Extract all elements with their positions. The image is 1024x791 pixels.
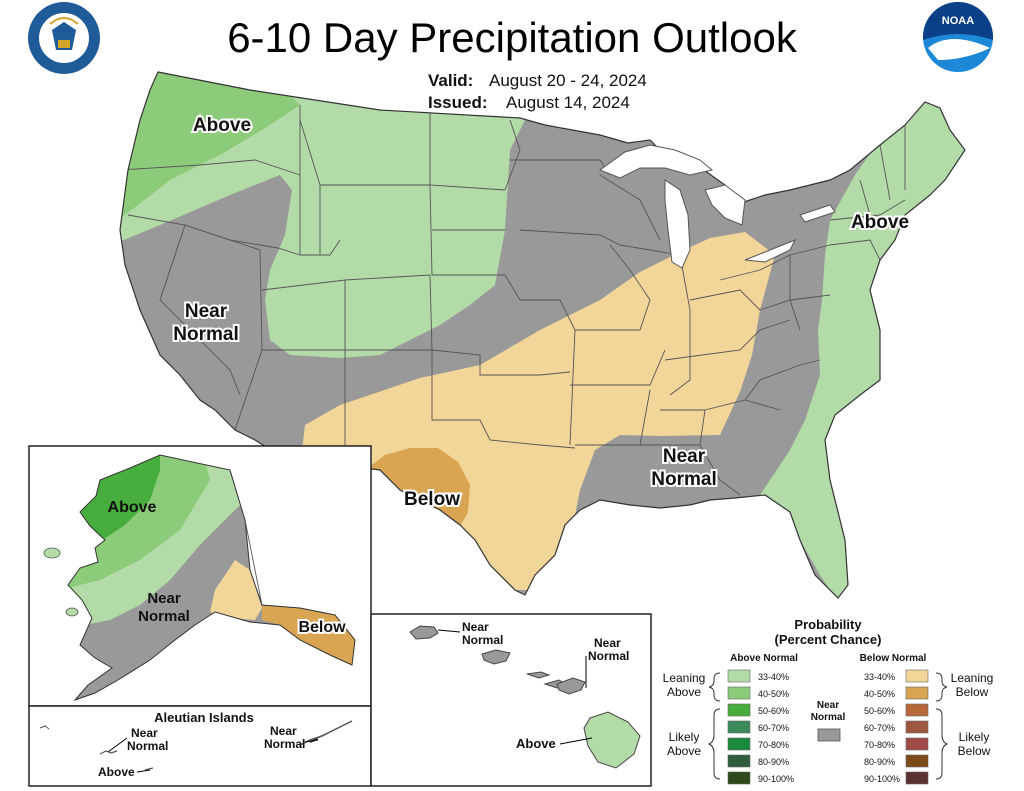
aleutian-label-near-normal-a-line1: Near xyxy=(131,726,158,740)
hawaii-label-near-normal-a-line2: Normal xyxy=(462,633,503,647)
valid-label: Valid: xyxy=(428,71,473,90)
alaska-label-near-normal-line1: Near xyxy=(147,590,181,607)
aleutian-label-near-normal-b-line2: Normal xyxy=(264,737,305,751)
state-boundaries xyxy=(120,100,906,496)
aleutian-title: Aleutian Islands xyxy=(154,710,254,725)
legend-swatch-above-70-80 xyxy=(727,737,751,751)
valid-dates: August 20 - 24, 2024 xyxy=(489,71,647,90)
conus-label-above-northwest: Above xyxy=(193,115,251,136)
department-of-commerce-seal-icon xyxy=(28,2,100,74)
legend-above-range-label: 33-40% xyxy=(758,672,789,682)
legend-swatch-near-normal xyxy=(817,728,841,742)
legend-below-range-label: 80-90% xyxy=(864,757,895,767)
legend-below-header: Below Normal xyxy=(860,653,927,664)
legend-swatch-above-90-100 xyxy=(727,771,751,785)
legend-above-range-label: 70-80% xyxy=(758,740,789,750)
legend-below-range-label: 60-70% xyxy=(864,723,895,733)
legend-likely-below-line2: Below xyxy=(958,744,991,758)
legend-below-range-label: 40-50% xyxy=(864,689,895,699)
lake-michigan xyxy=(664,179,691,269)
legend-leaning-below-line2: Below xyxy=(956,685,989,699)
hawaii-islands xyxy=(409,625,641,769)
legend-below-range-label: 50-60% xyxy=(864,706,895,716)
legend-likely-above-line1: Likely xyxy=(669,730,700,744)
legend-likely-below-line1: Likely xyxy=(959,730,990,744)
aleutian-inset-frame xyxy=(28,705,372,787)
legend-above-range-label: 90-100% xyxy=(758,774,794,784)
legend-leaning-below-line1: Leaning xyxy=(951,671,994,685)
noaa-logo-text: NOAA xyxy=(942,15,974,27)
legend-swatch-below-70-80 xyxy=(905,737,929,751)
legend: Probability (Percent Chance) Above Norma… xyxy=(663,617,994,785)
conus-label-near-normal-southeast-line1: Near xyxy=(663,446,706,467)
lake-superior xyxy=(598,144,714,179)
legend-leaning-above-line1: Leaning xyxy=(663,671,706,685)
conus-label-below: Below xyxy=(404,489,460,510)
legend-near-normal-line1: Near xyxy=(817,700,839,711)
legend-above-header: Above Normal xyxy=(730,653,798,664)
legend-title-line1: Probability xyxy=(794,617,862,632)
conus-label-near-normal-west-line2: Normal xyxy=(173,324,238,345)
lake-erie xyxy=(744,239,797,263)
lake-ontario xyxy=(799,204,836,223)
aleutian-islands xyxy=(39,720,353,771)
hawaii-label-above: Above xyxy=(516,736,556,751)
legend-likely-above-line2: Above xyxy=(667,744,701,758)
legend-above-range-label: 50-60% xyxy=(758,706,789,716)
hawaii-label-near-normal-a-line1: Near xyxy=(462,620,489,634)
legend-swatch-above-80-90 xyxy=(727,754,751,768)
aleutian-label-near-normal-a-line2: Normal xyxy=(127,739,168,753)
legend-above-range-label: 60-70% xyxy=(758,723,789,733)
legend-below-range-label: 90-100% xyxy=(864,774,900,784)
page-title: 6-10 Day Precipitation Outlook xyxy=(227,14,798,61)
alaska-label-near-normal-line2: Normal xyxy=(138,608,190,625)
issued-date: August 14, 2024 xyxy=(506,93,630,112)
legend-swatch-below-50-60 xyxy=(905,703,929,717)
legend-near-normal-line2: Normal xyxy=(811,712,846,723)
legend-above-range-label: 80-90% xyxy=(758,757,789,767)
legend-swatch-below-60-70 xyxy=(905,720,929,734)
legend-swatch-above-40-50 xyxy=(727,686,751,700)
legend-below-range-label: 33-40% xyxy=(864,672,895,682)
legend-swatch-above-50-60 xyxy=(727,703,751,717)
lake-huron xyxy=(704,184,746,226)
hawaii-label-near-normal-b-line2: Normal xyxy=(588,649,629,663)
aleutian-label-above: Above xyxy=(98,765,135,779)
legend-below-range-label: 70-80% xyxy=(864,740,895,750)
legend-swatch-below-33-40 xyxy=(905,669,929,683)
legend-swatch-above-33-40 xyxy=(727,669,751,683)
legend-swatch-below-40-50 xyxy=(905,686,929,700)
alaska-label-below: Below xyxy=(298,619,346,636)
hawaii-inset-frame xyxy=(371,613,652,787)
legend-swatch-below-90-100 xyxy=(905,771,929,785)
conus-label-above-northeast: Above xyxy=(851,212,909,233)
alaska-label-above: Above xyxy=(108,499,157,516)
legend-leaning-above-line2: Above xyxy=(667,685,701,699)
alaska-outline xyxy=(67,454,356,702)
legend-swatch-above-60-70 xyxy=(727,720,751,734)
issued-label: Issued: xyxy=(428,93,488,112)
below-40-50-west-texas-region xyxy=(368,448,470,530)
hawaii-label-near-normal-b-line1: Near xyxy=(594,636,621,650)
legend-title-line2: (Percent Chance) xyxy=(775,632,882,647)
legend-swatch-below-80-90 xyxy=(905,754,929,768)
noaa-logo-icon: NOAA xyxy=(923,2,993,72)
conus-label-near-normal-west-line1: Near xyxy=(185,301,228,322)
above-40-50-northwest-region xyxy=(120,72,300,220)
conus-label-near-normal-southeast-line2: Normal xyxy=(651,469,716,490)
aleutian-label-near-normal-b-line1: Near xyxy=(270,724,297,738)
legend-above-range-label: 40-50% xyxy=(758,689,789,699)
